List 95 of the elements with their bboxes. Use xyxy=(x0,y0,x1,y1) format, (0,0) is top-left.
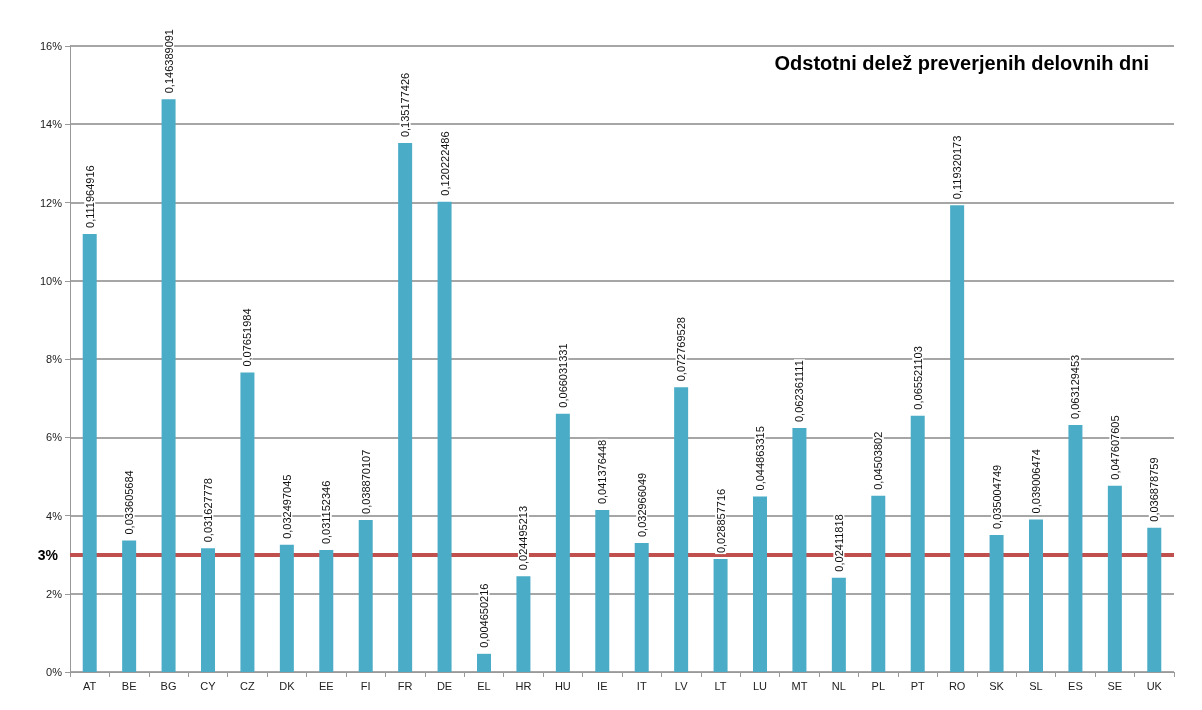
bar xyxy=(358,519,373,672)
x-tick-label: PT xyxy=(910,679,926,692)
data-label: 0,039006474 xyxy=(1030,449,1042,514)
data-label: 0,02411818 xyxy=(832,514,845,572)
y-tick-label: 12% xyxy=(39,196,63,209)
bar xyxy=(437,201,452,672)
bar xyxy=(82,233,97,672)
bar xyxy=(1107,485,1122,672)
data-label: 0,119320173 xyxy=(951,135,964,200)
ref-line-label: 3% xyxy=(37,546,59,563)
bar xyxy=(910,415,925,672)
data-label: 0,135177426 xyxy=(399,72,412,138)
x-tick-label: HU xyxy=(554,679,571,692)
y-tick-label: 6% xyxy=(46,431,63,444)
data-label: 0,004650216 xyxy=(478,583,490,648)
data-label: 0,041376448 xyxy=(596,439,609,505)
y-tick-label: 2% xyxy=(46,587,63,600)
data-label: 0,063129453 xyxy=(1069,354,1082,420)
bar xyxy=(989,535,1004,672)
data-label: 0,032966049 xyxy=(635,472,648,538)
x-tick-label: IT xyxy=(636,679,647,692)
x-tick-label: LV xyxy=(674,679,689,692)
bar xyxy=(713,559,728,672)
x-tick-label: UK xyxy=(1146,679,1163,692)
y-tick-label: 16% xyxy=(39,40,63,52)
data-label: 0,035004749 xyxy=(990,464,1003,530)
y-tick-label: 4% xyxy=(46,509,63,522)
x-tick-label: LT xyxy=(714,679,727,692)
x-tick-label: CZ xyxy=(240,679,256,692)
data-label: 0,033605684 xyxy=(123,470,136,535)
x-tick-label: AT xyxy=(83,679,97,692)
bar xyxy=(950,205,965,672)
bar xyxy=(871,495,886,672)
x-tick-label: EL xyxy=(477,679,491,692)
data-label: 0,038870107 xyxy=(359,449,372,514)
x-tick-label: BE xyxy=(121,679,137,692)
x-tick-label: DK xyxy=(279,679,296,692)
bar xyxy=(516,576,531,672)
bar xyxy=(477,653,491,672)
y-tick-label: 10% xyxy=(39,274,63,287)
x-tick-label: RO xyxy=(948,679,966,692)
bar xyxy=(122,540,137,672)
data-label: 0,024495213 xyxy=(517,505,530,571)
bar xyxy=(753,496,767,672)
x-tick-label: MT xyxy=(791,679,808,692)
x-tick-label: DE xyxy=(436,679,453,692)
x-tick-label: SL xyxy=(1029,679,1043,692)
x-tick-label: CY xyxy=(200,679,217,692)
x-tick-label: IE xyxy=(597,679,608,692)
bar xyxy=(398,143,413,672)
y-tick-label: 0% xyxy=(46,666,63,678)
data-label: 0,111964916 xyxy=(83,165,96,228)
data-label: 0,032497045 xyxy=(280,474,293,539)
data-label: 0,062361111 xyxy=(793,360,806,423)
x-tick-label: SE xyxy=(1107,679,1123,692)
x-tick-label: NL xyxy=(831,679,846,692)
bar xyxy=(240,372,255,672)
x-tick-label: HR xyxy=(515,679,532,692)
data-label: 0,031627778 xyxy=(202,478,214,543)
data-label: 0,028857716 xyxy=(714,488,727,554)
data-label: 0,066031331 xyxy=(556,343,569,408)
bar xyxy=(595,510,610,672)
chart-title: Odstotni delež preverjenih delovnih dni xyxy=(774,52,1150,74)
data-label: 0,065521103 xyxy=(911,346,924,410)
data-label: 0,031152346 xyxy=(320,480,333,545)
data-label: 0,07651984 xyxy=(241,308,254,367)
x-tick-label: FI xyxy=(360,679,371,692)
x-tick-label: SK xyxy=(989,679,1005,692)
data-label: 0,036878759 xyxy=(1148,457,1161,522)
data-label: 0,146389091 xyxy=(162,29,175,94)
data-label: 0,120222486 xyxy=(438,131,451,196)
data-label: 0,072769528 xyxy=(675,317,688,382)
bar xyxy=(279,544,294,672)
data-label: 0,044863315 xyxy=(754,426,766,491)
x-tick-label: LU xyxy=(752,679,768,692)
bar xyxy=(555,413,570,672)
bar xyxy=(201,548,215,672)
y-tick-label: 8% xyxy=(46,353,63,365)
x-tick-label: PL xyxy=(871,679,886,692)
bar xyxy=(634,543,649,672)
data-label: 0,04503802 xyxy=(872,431,885,490)
bar xyxy=(1068,425,1083,672)
x-tick-label: EE xyxy=(318,679,334,692)
x-tick-label: ES xyxy=(1068,679,1083,692)
bar xyxy=(674,387,689,672)
y-tick-label: 14% xyxy=(39,118,63,131)
bar xyxy=(319,550,334,672)
bar xyxy=(792,428,807,672)
x-tick-label: FR xyxy=(397,679,413,692)
bar xyxy=(831,577,846,672)
bar xyxy=(1029,519,1043,672)
x-tick-label: BG xyxy=(160,679,177,692)
bar xyxy=(161,99,176,672)
data-label: 0,047607605 xyxy=(1108,415,1121,480)
bar xyxy=(1147,527,1162,672)
